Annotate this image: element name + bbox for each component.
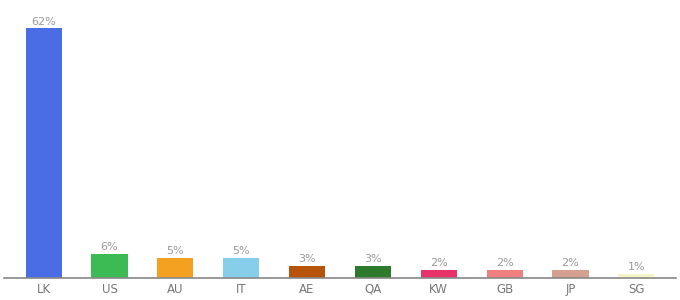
Text: 2%: 2% [562, 258, 579, 268]
Bar [421, 270, 457, 278]
Text: 2%: 2% [430, 258, 447, 268]
Bar [91, 254, 128, 278]
Text: 3%: 3% [299, 254, 316, 264]
Bar [552, 270, 589, 278]
Bar [355, 266, 391, 278]
Bar [26, 28, 62, 278]
Text: 3%: 3% [364, 254, 381, 264]
Bar [486, 270, 523, 278]
Text: 1%: 1% [628, 262, 645, 272]
Bar [223, 258, 259, 278]
Text: 62%: 62% [31, 17, 56, 27]
Text: 5%: 5% [233, 246, 250, 256]
Text: 5%: 5% [167, 246, 184, 256]
Bar [289, 266, 325, 278]
Bar [157, 258, 194, 278]
Text: 2%: 2% [496, 258, 513, 268]
Text: 6%: 6% [101, 242, 118, 252]
Bar [618, 274, 654, 278]
